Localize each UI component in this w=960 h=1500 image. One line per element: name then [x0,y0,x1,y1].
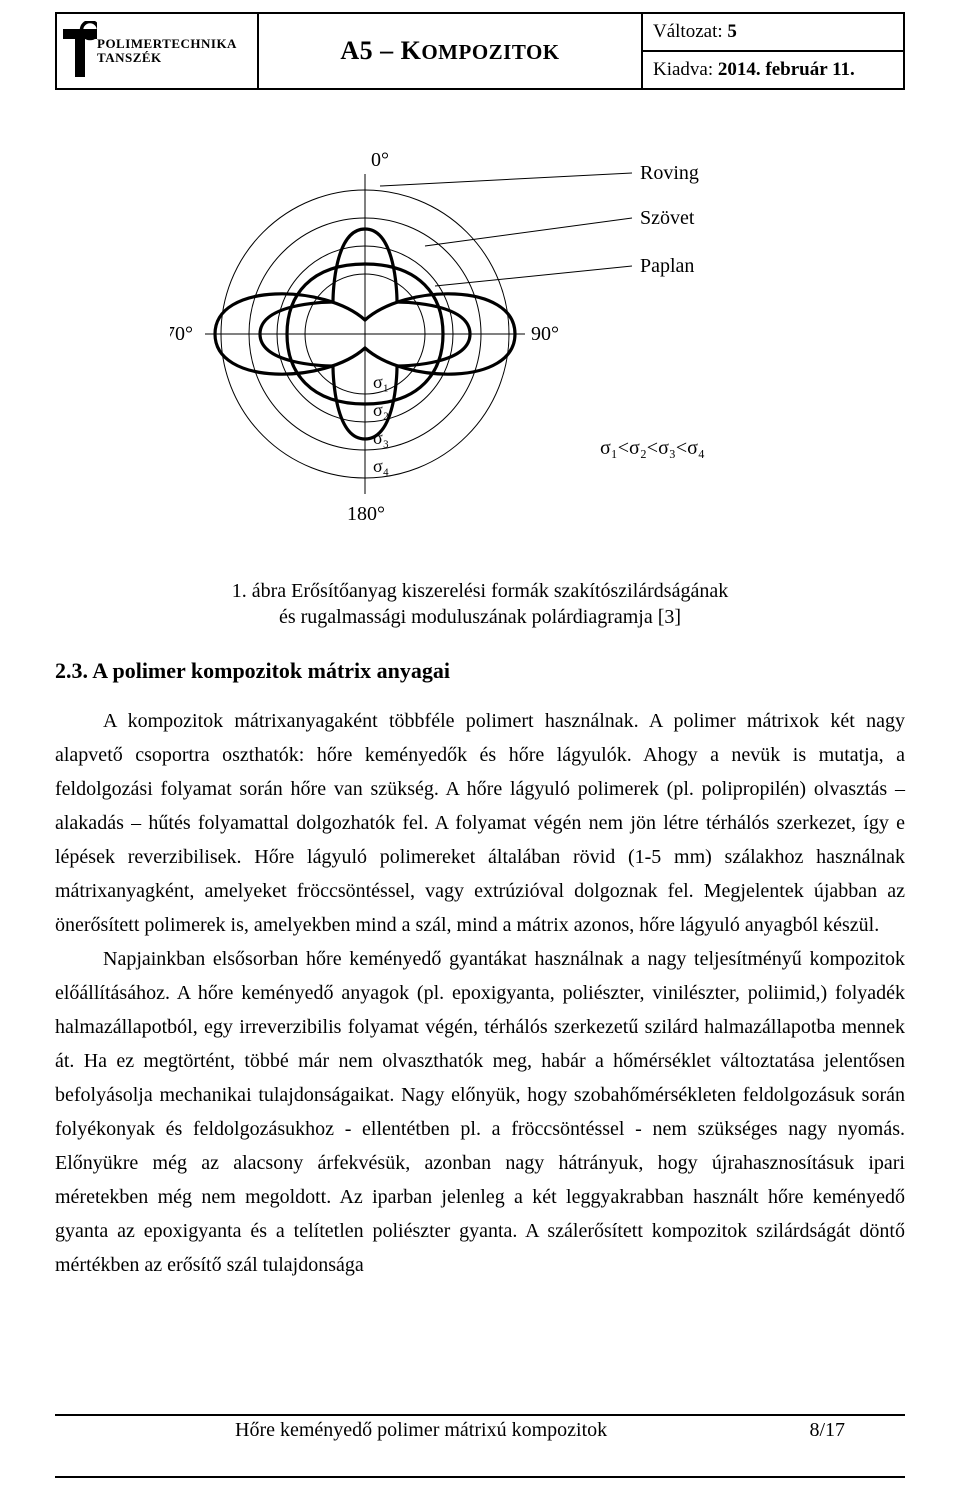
polar-diagram: 0° 90° 180° 270° σ₁ σ₂ σ₃ σ₄ Roving Szövet Paplan σ… [170,142,790,572]
logo-line2: TANSZÉK [97,51,237,65]
header-table: POLIMERTECHNIKA TANSZÉK A5 – KOMPOZITOK … [55,12,905,90]
caption-line1: 1. ábra Erősítőanyag kiszerelési formák … [232,580,728,602]
logo-icon [63,21,97,81]
version-value: 5 [727,21,737,42]
title-suffix: OMPOZITOK [421,40,559,64]
svg-text:Szövet: Szövet [640,207,695,229]
section-number: 2.3. [55,658,88,683]
svg-text:180°: 180° [347,503,385,525]
svg-text:σ₁<σ₂<σ₃<σ₄: σ₁<σ₂<σ₃<σ₄ [600,437,705,459]
section-heading: 2.3. A polimer kompozitok mátrix anyagai [55,658,905,684]
issued-cell: Kiadva: 2014. február 11. [642,51,904,89]
svg-text:0°: 0° [371,149,389,171]
issued-value: 2014. február 11. [718,59,855,80]
issued-label: Kiadva: [653,59,713,80]
footer-left: Hőre keményedő polimer mátrixú kompozito… [235,1419,607,1442]
svg-text:270°: 270° [170,323,193,345]
svg-text:σ₁: σ₁ [373,372,389,392]
figure-caption: 1. ábra Erősítőanyag kiszerelési formák … [55,578,905,630]
svg-text:σ₃: σ₃ [373,428,389,448]
caption-line2: és rugalmassági moduluszának polárdiagra… [279,606,681,628]
paragraph-1: A kompozitok mátrixanyagaként többféle p… [55,704,905,942]
svg-text:σ₄: σ₄ [373,456,389,476]
footer-right: 8/17 [809,1419,845,1442]
svg-text:90°: 90° [531,323,559,345]
title-prefix: A5 – K [340,36,421,65]
doc-title: A5 – KOMPOZITOK [258,13,642,89]
svg-text:Paplan: Paplan [640,255,694,277]
svg-text:σ₂: σ₂ [373,400,389,420]
logo-cell: POLIMERTECHNIKA TANSZÉK [56,13,258,89]
svg-text:Roving: Roving [640,162,699,184]
version-label: Változat: [653,21,723,42]
paragraph-2: Napjainkban elsősorban hőre keményedő gy… [55,942,905,1282]
version-cell: Változat: 5 [642,13,904,51]
logo-line1: POLIMERTECHNIKA [97,37,237,51]
footer: Hőre keményedő polimer mátrixú kompozito… [55,1414,905,1478]
section-title: A polimer kompozitok mátrix anyagai [92,658,450,683]
